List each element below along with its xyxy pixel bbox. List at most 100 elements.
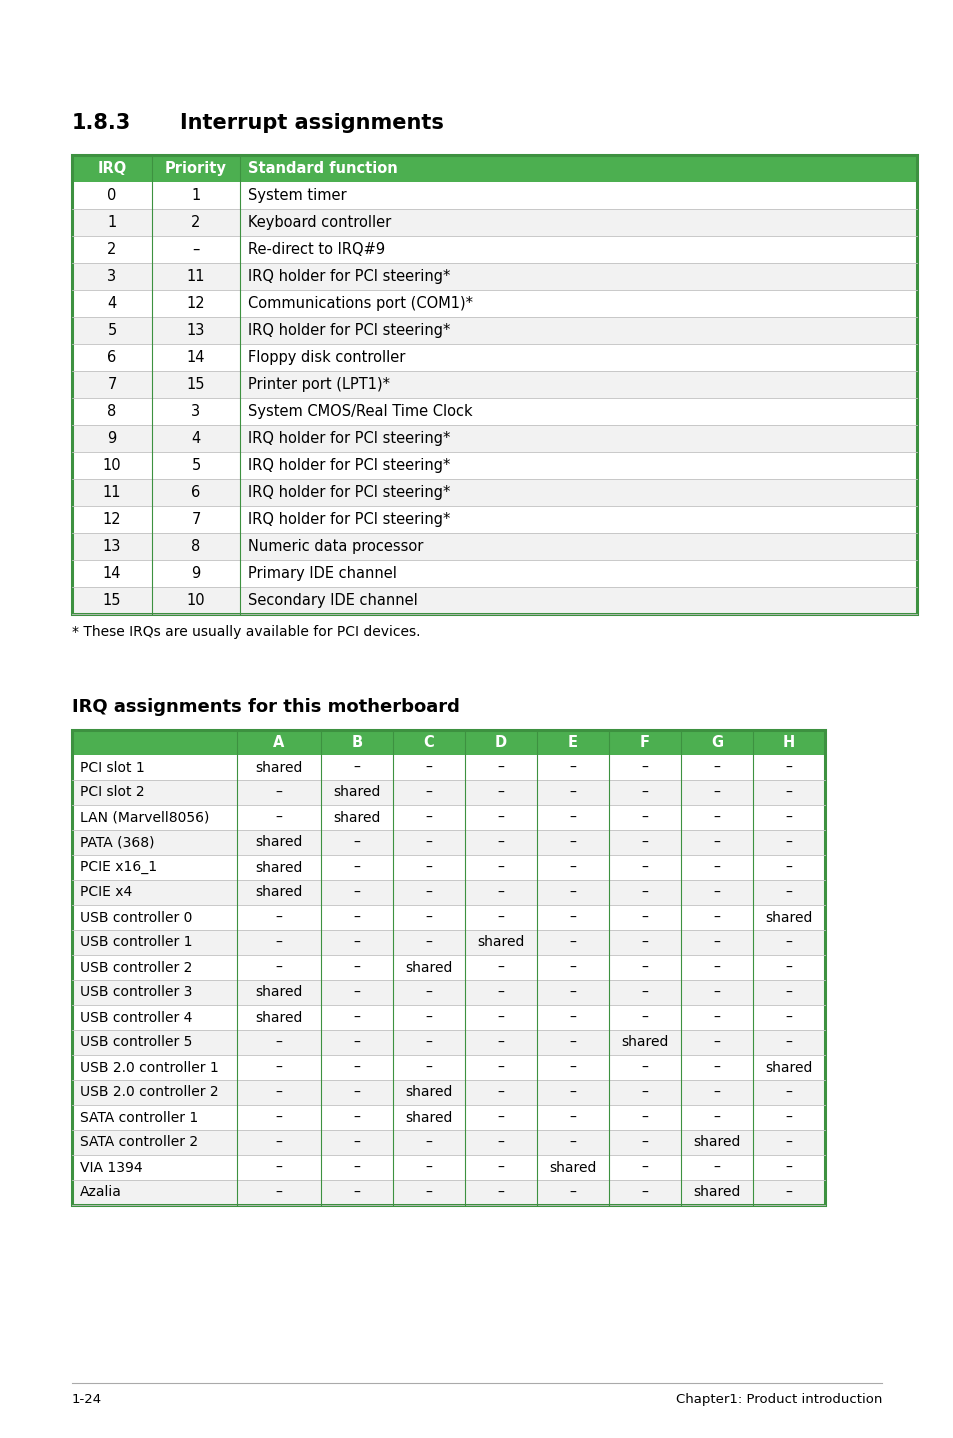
Bar [320,930,393,955]
Bar [680,1104,752,1130]
Text: –: – [713,785,720,800]
Text: –: – [713,1060,720,1074]
Text: –: – [497,886,504,900]
Text: 1.8.3: 1.8.3 [71,114,132,132]
Bar [71,731,236,755]
Text: –: – [497,1035,504,1050]
Bar [240,506,916,533]
Text: –: – [640,1136,648,1149]
Bar [71,533,152,559]
Text: 4: 4 [108,296,116,311]
Text: –: – [784,1110,792,1125]
Text: –: – [425,761,432,775]
Text: –: – [497,785,504,800]
Text: –: – [569,936,576,949]
Text: –: – [275,1185,282,1199]
Text: –: – [354,936,360,949]
Text: 15: 15 [103,592,121,608]
Bar [320,830,393,856]
Bar [537,1055,608,1080]
Text: –: – [784,1160,792,1175]
Bar [608,1130,680,1155]
Text: USB controller 2: USB controller 2 [80,961,193,975]
Bar [236,779,320,805]
Text: –: – [497,1110,504,1125]
Text: –: – [497,1160,504,1175]
Text: Standard function: Standard function [248,161,397,175]
Bar [240,426,916,452]
Bar [236,830,320,856]
Bar [320,905,393,930]
Bar [236,905,320,930]
Text: Secondary IDE channel: Secondary IDE channel [248,592,417,608]
Bar [152,398,240,426]
Bar [680,1055,752,1080]
Bar [152,263,240,290]
Text: 2: 2 [192,216,200,230]
Text: 3: 3 [108,269,116,283]
Bar [71,236,152,263]
Text: shared: shared [333,785,380,800]
Text: IRQ holder for PCI steering*: IRQ holder for PCI steering* [248,512,450,526]
Bar [680,1155,752,1181]
Bar [393,1181,464,1205]
Text: shared: shared [255,985,302,999]
Bar [752,905,824,930]
Text: shared: shared [405,1086,453,1100]
Text: –: – [425,785,432,800]
Text: E: E [567,735,578,751]
Text: –: – [275,1110,282,1125]
Text: –: – [569,1110,576,1125]
Text: –: – [275,811,282,824]
Bar [71,1080,236,1104]
Text: –: – [569,1060,576,1074]
Text: –: – [425,1160,432,1175]
Bar [152,533,240,559]
Bar [240,479,916,506]
Text: B: B [351,735,362,751]
Text: –: – [640,860,648,874]
Bar [236,1181,320,1205]
Text: Printer port (LPT1)*: Printer port (LPT1)* [248,377,390,393]
Text: –: – [425,835,432,850]
Text: –: – [275,1060,282,1074]
Bar [752,1181,824,1205]
Text: –: – [354,886,360,900]
Bar [240,183,916,209]
Bar [752,779,824,805]
Bar [393,955,464,981]
Text: –: – [640,886,648,900]
Bar [152,209,240,236]
Text: –: – [354,961,360,975]
Text: 9: 9 [192,567,200,581]
Text: –: – [569,961,576,975]
Bar [320,779,393,805]
Text: –: – [784,1136,792,1149]
Text: –: – [784,761,792,775]
Text: shared: shared [405,1110,453,1125]
Text: –: – [354,1160,360,1175]
Bar [152,426,240,452]
Bar [71,1030,236,1055]
Text: 1: 1 [108,216,116,230]
Bar [236,856,320,880]
Text: –: – [713,761,720,775]
Bar [152,155,240,183]
Text: D: D [495,735,507,751]
Bar [236,955,320,981]
Bar [608,1181,680,1205]
Bar [236,1130,320,1155]
Bar [608,731,680,755]
Text: C: C [423,735,434,751]
Text: 14: 14 [187,349,205,365]
Text: –: – [569,985,576,999]
Text: –: – [713,936,720,949]
Text: –: – [713,860,720,874]
Text: 13: 13 [187,324,205,338]
Bar [680,1080,752,1104]
Text: –: – [425,1035,432,1050]
Bar [240,209,916,236]
Bar [240,236,916,263]
Bar [152,183,240,209]
Text: –: – [497,1136,504,1149]
